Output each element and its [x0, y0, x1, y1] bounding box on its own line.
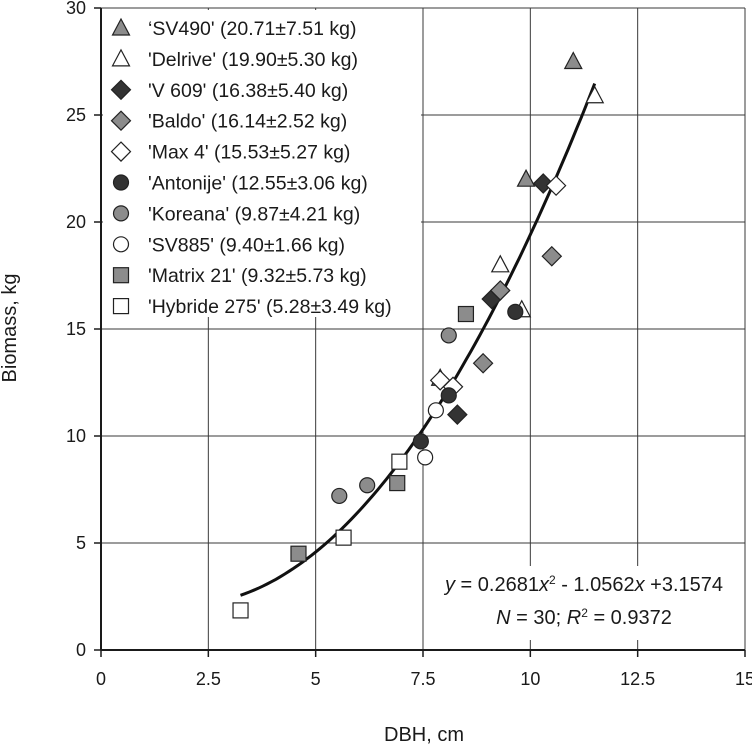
data-point [290, 545, 307, 562]
data-point [545, 175, 567, 196]
data-point [446, 404, 468, 425]
data-point [427, 402, 444, 419]
legend-label: 'Baldo' (16.14±2.52 kg) [148, 111, 347, 133]
y-tick-label: 10 [66, 426, 86, 446]
data-point [412, 433, 429, 450]
annotation-line: y = 0.2681x2 - 1.0562x +3.1574 [443, 573, 723, 596]
legend-label: 'Koreana' (9.87±4.21 kg) [148, 203, 360, 225]
data-point [585, 85, 605, 104]
regression-annotation: y = 0.2681x2 - 1.0562x +3.1574 N = 30; R2… [428, 566, 740, 640]
data-point [541, 245, 563, 267]
data-point [563, 51, 583, 70]
x-tick-label: 10 [520, 669, 540, 689]
legend-marker [110, 141, 132, 162]
y-tick-label: 25 [66, 105, 86, 125]
data-point [359, 477, 376, 494]
legend: ‘SV490' (20.71±7.51 kg) 'Delrive' (19.90±… [103, 10, 421, 318]
legend-label: 'Matrix 21' (9.32±5.73 kg) [148, 265, 367, 287]
data-point [389, 474, 406, 492]
y-tick-label: 30 [66, 0, 86, 18]
data-points [232, 51, 605, 619]
data-point [331, 487, 348, 505]
data-point [417, 449, 434, 466]
x-tick-label: 2.5 [196, 669, 221, 689]
legend-marker [112, 267, 130, 284]
legend-marker [110, 110, 132, 132]
data-point [457, 305, 475, 323]
legend-label: ‘SV490' (20.71±7.51 kg) [148, 18, 356, 40]
x-tick-label: 7.5 [410, 669, 435, 689]
legend-marker [110, 79, 132, 101]
x-tick-label: 12.5 [620, 669, 655, 689]
data-point [335, 529, 352, 546]
legend-label: 'V 609' (16.38±5.40 kg) [148, 80, 348, 102]
y-tick-label: 5 [76, 533, 86, 553]
y-tick-label: 0 [76, 640, 86, 660]
data-point [391, 453, 408, 470]
data-point [440, 327, 457, 344]
legend-label: 'SV885' (9.40±1.66 kg) [148, 234, 345, 256]
y-tick-label: 20 [66, 212, 86, 232]
x-tick-label: 5 [311, 669, 321, 689]
data-point [440, 387, 457, 404]
data-point [532, 173, 554, 194]
x-axis-label: DBH, cm [384, 724, 464, 746]
legend-marker [112, 236, 130, 253]
axes [94, 7, 746, 657]
legend-marker [111, 48, 131, 67]
legend-marker [112, 298, 130, 315]
legend-marker [111, 17, 131, 36]
annotation-background [428, 566, 740, 640]
y-tick-label: 15 [66, 319, 86, 339]
data-point [489, 280, 511, 301]
y-axis-label: Biomass, kg [0, 274, 21, 383]
legend-label: 'Delrive' (19.90±5.30 kg) [148, 49, 358, 71]
data-point [472, 352, 494, 374]
legend-background [103, 10, 421, 317]
legend-marker [112, 174, 130, 191]
legend-label: 'Hybride 275' (5.28±3.49 kg) [148, 296, 392, 318]
tick-labels: 0 2.5 5 7.5 10 12.5 15 0 5 10 15 20 25 30 [66, 0, 752, 689]
legend-marker [112, 205, 130, 222]
data-point [516, 168, 536, 187]
data-point [232, 602, 249, 619]
data-point [490, 254, 510, 273]
x-tick-label: 0 [96, 669, 106, 689]
data-point [507, 303, 524, 320]
legend-label: 'Max 4' (15.53±5.27 kg) [148, 142, 350, 164]
annotation-line: N = 30; R2 = 0.9372 [496, 606, 672, 629]
legend-label: 'Antonije' (12.55±3.06 kg) [148, 173, 368, 195]
x-tick-label: 15 [735, 669, 752, 689]
